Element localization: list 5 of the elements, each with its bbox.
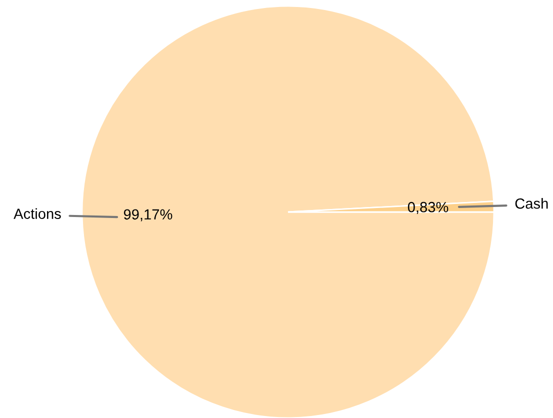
data-label: 99,17% <box>124 209 172 222</box>
slice-label: Cash <box>515 198 548 209</box>
data-label: 0,83% <box>408 202 448 214</box>
pie-slice <box>81 5 495 418</box>
slice-label: Actions <box>14 208 61 219</box>
